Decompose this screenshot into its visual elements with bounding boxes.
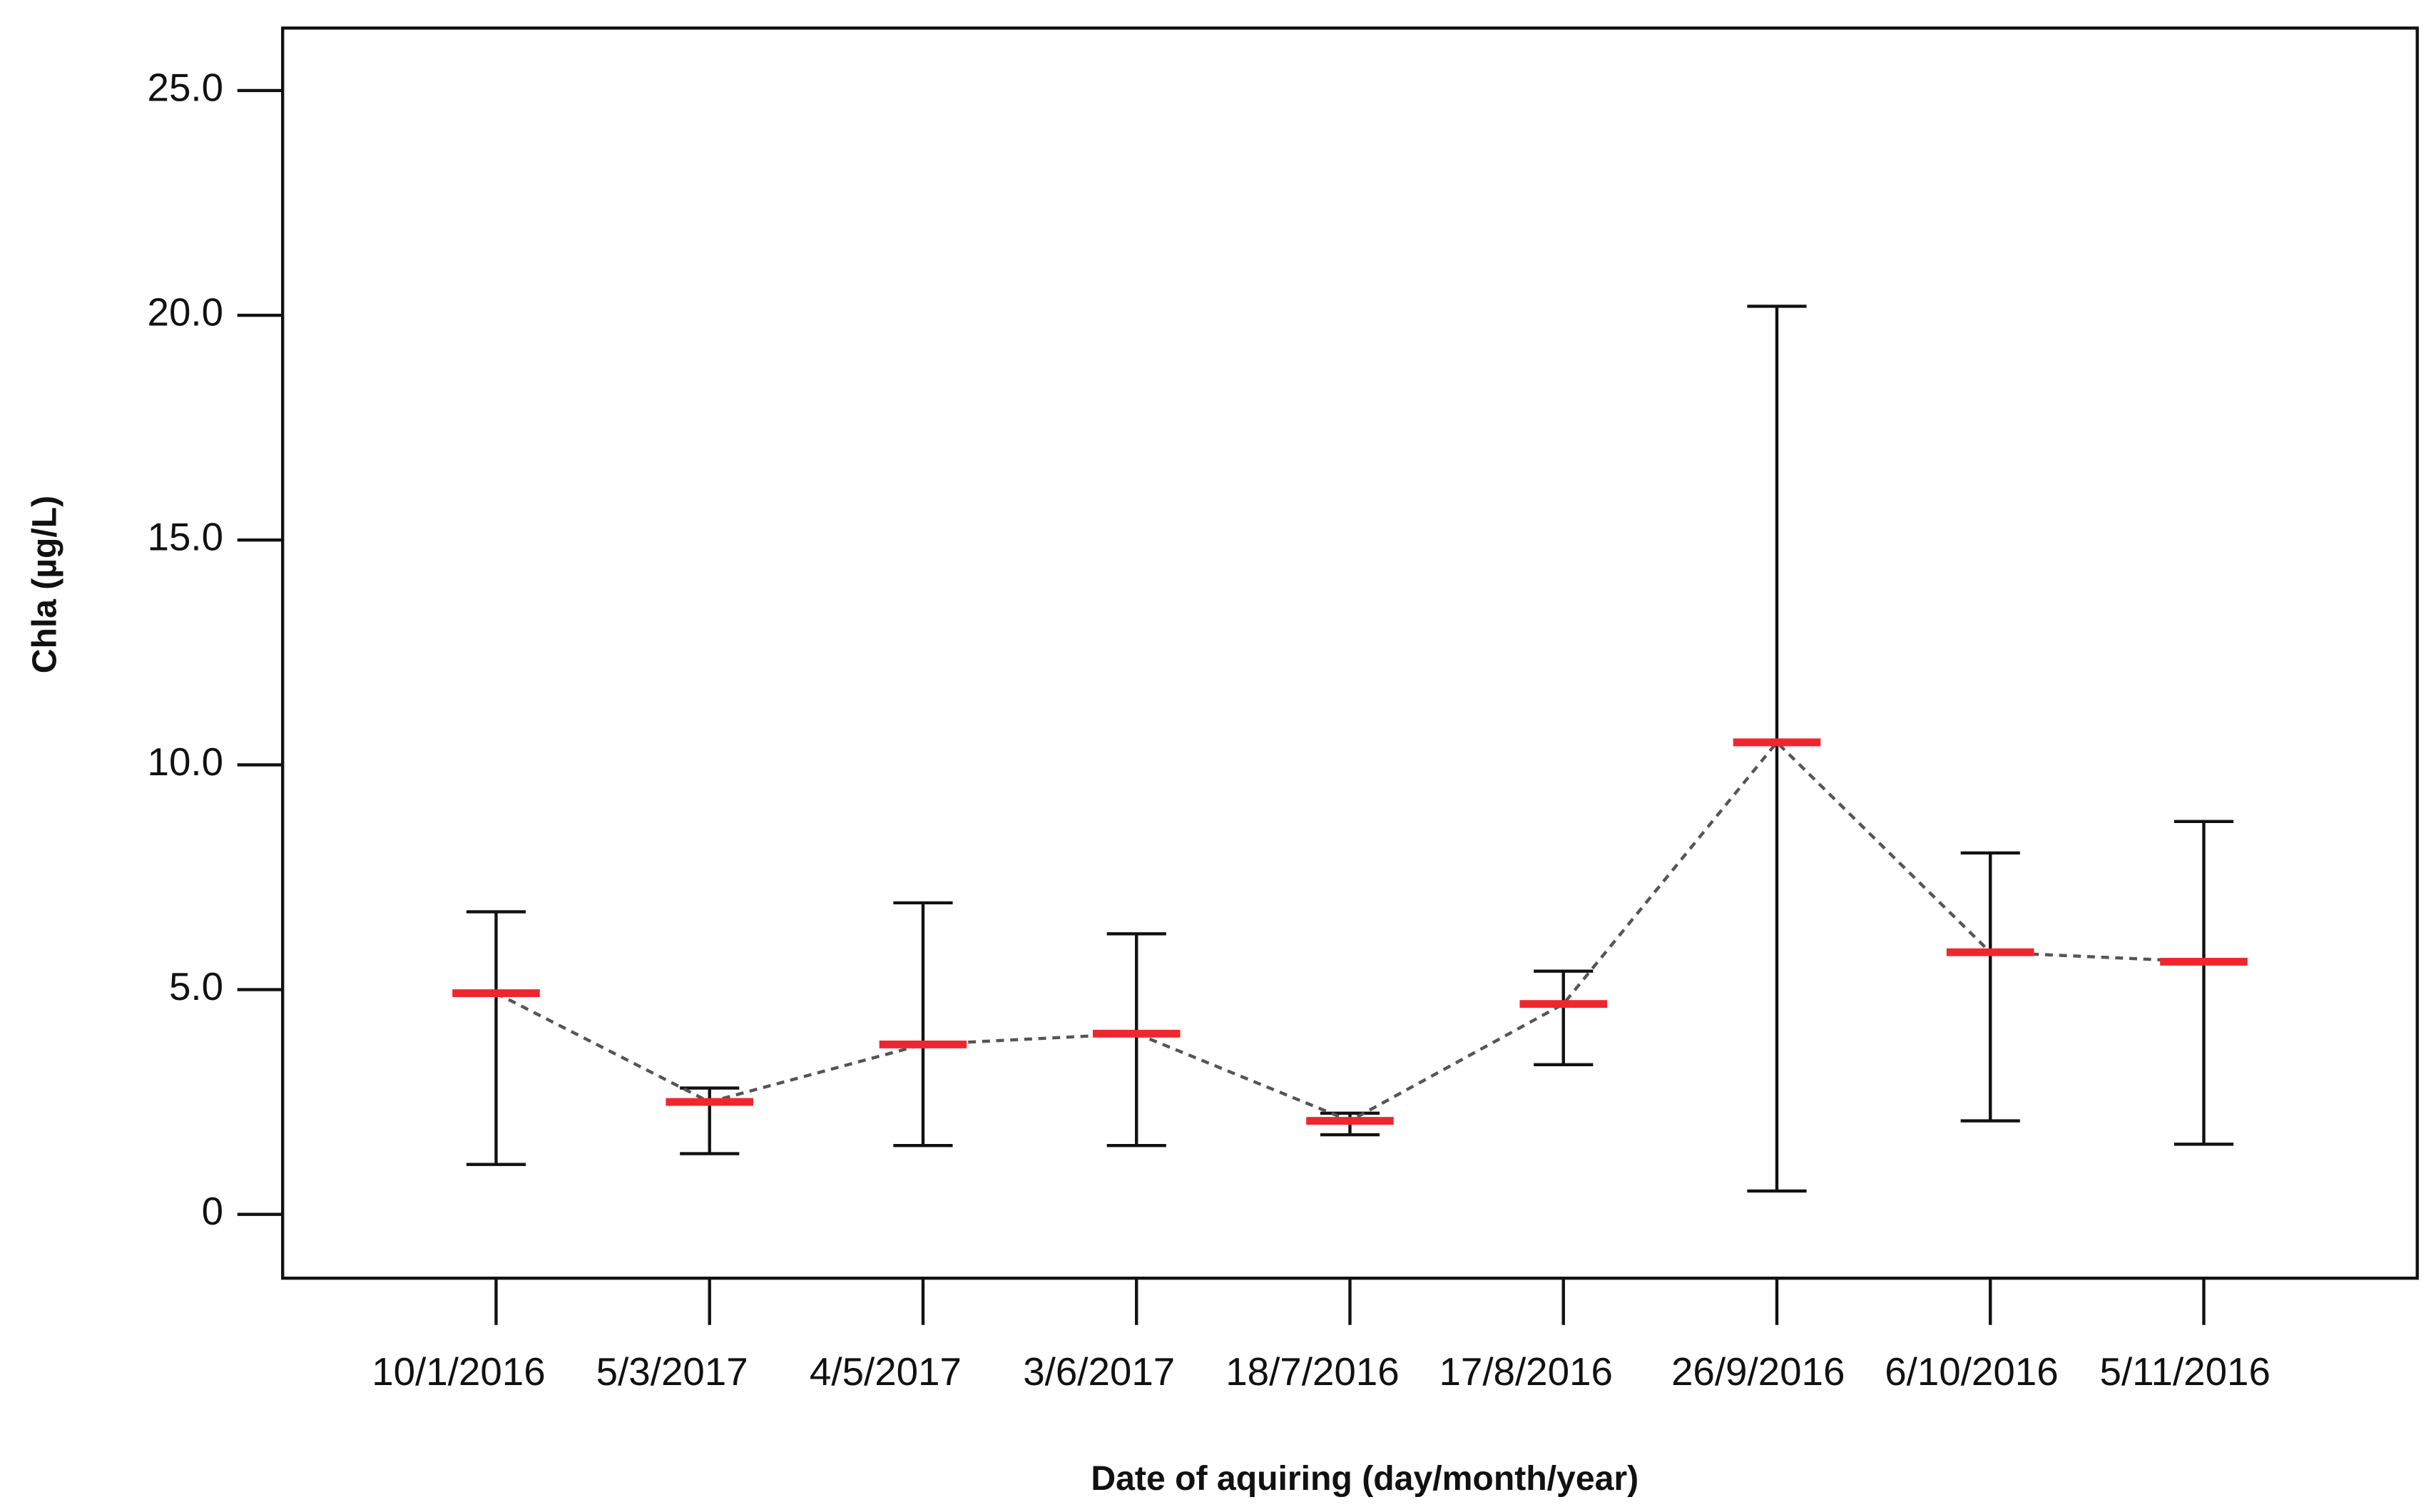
x-tick-label: 17/8/2016 [1439, 1349, 1612, 1394]
y-tick-label: 10.0 [148, 740, 224, 784]
y-tick-label: 25.0 [148, 65, 224, 109]
x-axis-title: Date of aquiring (day/month/year) [1091, 1459, 1639, 1498]
x-tick-label: 6/10/2016 [1885, 1349, 2058, 1394]
y-tick-label: 15.0 [148, 515, 224, 559]
x-tick-label: 4/5/2017 [810, 1349, 962, 1394]
x-tick-label: 3/6/2017 [1023, 1349, 1175, 1394]
y-tick-label: 0 [202, 1189, 223, 1233]
y-tick-label: 20.0 [148, 290, 224, 334]
x-tick-label: 5/3/2017 [596, 1349, 748, 1394]
x-tick-label: 26/9/2016 [1671, 1349, 1845, 1394]
plot-frame [281, 26, 2419, 1280]
y-axis-title: Chla (µg/L) [25, 496, 63, 673]
x-tick-label: 5/11/2016 [2100, 1349, 2271, 1394]
x-tick-label: 18/7/2016 [1225, 1349, 1399, 1394]
x-tick-label: 10/1/2016 [372, 1349, 545, 1394]
y-tick-label: 5.0 [169, 964, 223, 1008]
mean-line [495, 740, 2204, 1123]
